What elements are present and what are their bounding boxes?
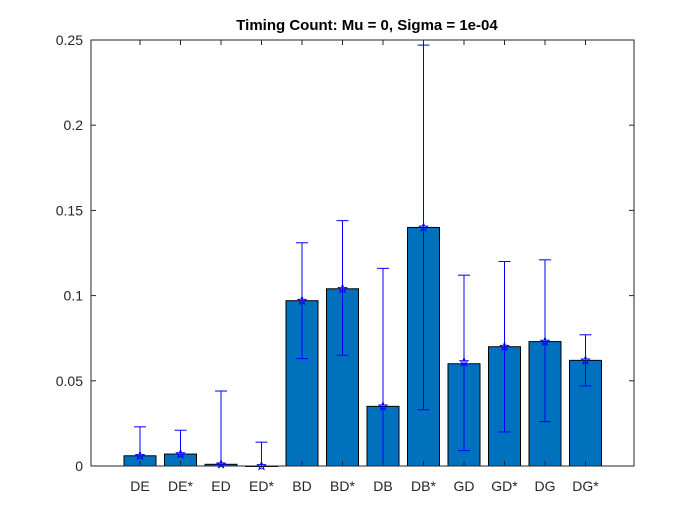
- y-axis: 0 0.05 0.1 0.15 0.2 0.25: [56, 32, 634, 474]
- x-tick-label: DB*: [411, 478, 436, 494]
- error-bar: [579, 334, 592, 387]
- error-bar: [458, 274, 470, 452]
- y-tick-label: 0.15: [56, 202, 83, 218]
- mean-marker: [580, 354, 591, 365]
- x-tick-label: BD*: [330, 478, 355, 494]
- error-bar: [174, 429, 187, 459]
- mean-marker: [134, 450, 146, 461]
- error-bar: [498, 261, 511, 433]
- y-tick-label: 0: [75, 458, 83, 474]
- plot-area-frame: [90, 39, 635, 467]
- mean-marker: [458, 356, 470, 367]
- y-tick-label: 0.2: [64, 117, 84, 133]
- error-bars: [134, 44, 592, 471]
- x-tick-label: GD*: [491, 478, 518, 494]
- mean-marker: [175, 448, 186, 459]
- mean-marker: [418, 221, 429, 232]
- error-bar: [336, 220, 349, 356]
- x-tick-label: DG: [535, 478, 556, 494]
- mean-marker: [256, 460, 267, 471]
- x-tick-label: ED*: [249, 478, 274, 494]
- x-axis: DE DE* ED ED* BD BD* DB DB* GD GD* DG DG*: [130, 40, 599, 494]
- x-tick-label: BD: [292, 478, 311, 494]
- x-tick-label: DE: [130, 478, 149, 494]
- mean-marker: [499, 341, 510, 352]
- bars: [123, 226, 602, 467]
- chart-title: Timing Count: Mu = 0, Sigma = 1e-04: [236, 17, 498, 34]
- error-bar: [417, 44, 430, 411]
- x-tick-label: DE*: [168, 478, 193, 494]
- y-tick-label: 0.1: [64, 288, 84, 304]
- mean-marker: [337, 283, 348, 294]
- mean-marker: [539, 336, 551, 347]
- error-bar: [296, 242, 308, 360]
- y-tick-label: 0.25: [56, 32, 83, 48]
- x-tick-label: ED: [211, 478, 230, 494]
- y-tick-label: 0.05: [56, 373, 83, 389]
- error-bar: [134, 426, 146, 461]
- mean-marker: [296, 295, 308, 306]
- error-bar: [215, 390, 227, 469]
- x-tick-label: DG*: [572, 478, 599, 494]
- x-tick-label: DB: [373, 478, 392, 494]
- x-tick-label: GD: [454, 478, 475, 494]
- error-bar: [539, 259, 551, 423]
- mean-marker: [377, 400, 389, 411]
